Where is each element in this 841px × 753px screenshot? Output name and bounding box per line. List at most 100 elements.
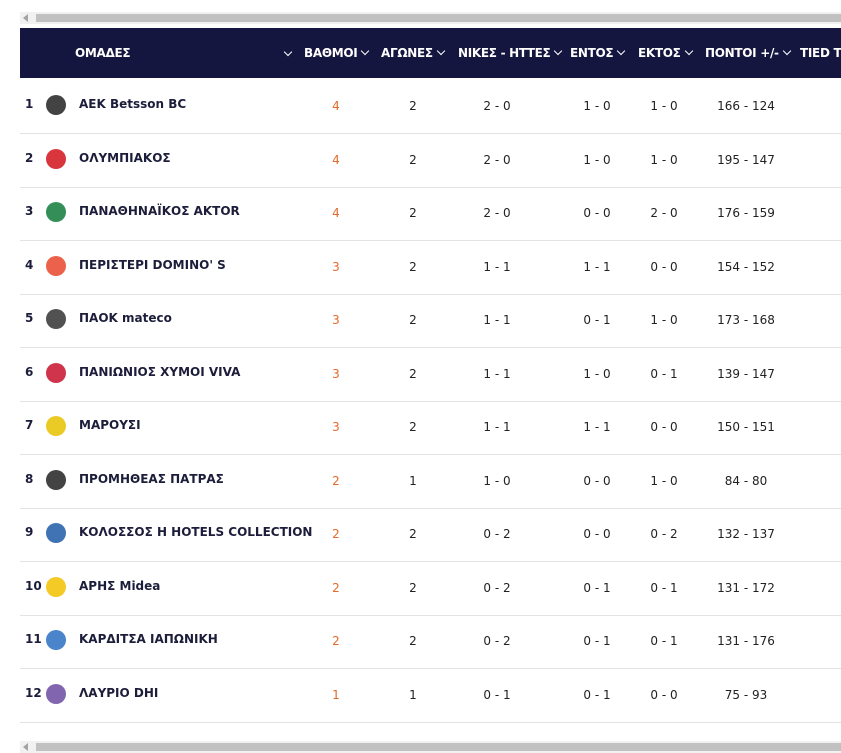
points: 2 — [332, 634, 340, 648]
stat: 1 - 1 — [483, 420, 511, 434]
stat: 0 - 2 — [650, 527, 678, 541]
table-row[interactable]: 8 ΠΡΟΜΗΘΕΑΣ ΠΑΤΡΑΣ 2 1 1 - 0 0 - 0 1 - 0 84 - 8… — [20, 455, 841, 509]
stat: 0 - 2 — [483, 527, 511, 541]
stat: 0 - 0 — [650, 259, 678, 274]
column-title: ΑΓΩΝΕΣ — [381, 46, 433, 60]
sort-icon — [361, 46, 370, 56]
team-name[interactable]: ΠΑΟΚ mateco — [79, 311, 172, 325]
table-row[interactable]: 2 ΟΛΥΜΠΙΑΚΟΣ 4 2 2 - 0 1 - 0 1 - 0 195 - 147 — [20, 134, 841, 188]
stat: 0 - 0 — [583, 473, 611, 488]
team-name[interactable]: ΠΑΝΙΩΝΙΟΣ ΧΥΜΟΙ VIVA — [79, 364, 241, 379]
table-header: ΟΜΑΔΕΣ ΒΑΘΜΟΙ ΑΓΩΝΕΣ ΝΙΚΕΣ - ΗΤΤΕΣ ΕΝΤΟΣ ΕΚΤΟ… — [20, 28, 841, 78]
stat: 2 — [409, 527, 417, 541]
column-header[interactable]: ΠΟΝΤΟΙ +/- — [705, 28, 791, 78]
team-name[interactable]: ΠΡΟΜΗΘΕΑΣ ΠΑΤΡΑΣ — [79, 471, 224, 486]
rank: 6 — [25, 364, 34, 379]
rank: 9 — [25, 525, 34, 539]
stat: 1 - 0 — [583, 99, 611, 113]
scroll-arrow[interactable] — [23, 743, 28, 751]
stat: 2 — [409, 634, 417, 648]
table-row[interactable]: 9 ΚΟΛΟΣΣΟΣ H HOTELS COLLECTION 2 2 0 - 2 0 - … — [20, 508, 841, 562]
scrollbar-top[interactable] — [20, 12, 841, 24]
team-name[interactable]: ΟΛΥΜΠΙΑΚΟΣ — [79, 150, 171, 165]
column-title: ΟΜΑΔΕΣ — [75, 46, 131, 60]
scrollbar-bottom[interactable] — [20, 741, 841, 753]
team-logo — [46, 416, 66, 436]
rank: 4 — [25, 257, 34, 272]
team-name[interactable]: ΠΕΡΙΣΤΕΡΙ DOMINO' S — [79, 257, 226, 272]
rank: 8 — [25, 471, 34, 486]
stat: 139 - 147 — [717, 366, 775, 381]
stat: 0 - 2 — [483, 580, 511, 595]
team-logo — [46, 255, 66, 276]
column-header[interactable]: ΕΝΤΟΣ — [570, 28, 626, 78]
table-row[interactable]: 6 ΠΑΝΙΩΝΙΟΣ ΧΥΜΟΙ VIVA 3 2 1 - 1 1 - 0 0 - 1 13… — [20, 348, 841, 402]
team-name[interactable]: ΠΑΝΑΘΗΝΑΪΚΟΣ AKTOR — [79, 204, 240, 218]
scroll-thumb[interactable] — [36, 743, 841, 751]
scroll-arrow[interactable] — [23, 14, 28, 22]
table-row[interactable]: 12 ΛΑΥΡΙΟ DHI 1 1 0 - 1 0 - 1 0 - 0 75 - 93 — [20, 669, 841, 723]
stat: 176 - 159 — [717, 206, 775, 220]
points: 3 — [332, 366, 340, 381]
stat: 0 - 1 — [650, 580, 678, 595]
points: 3 — [332, 313, 340, 327]
table-row[interactable]: 7 ΜΑΡΟΥΣΙ 3 2 1 - 1 1 - 1 0 - 0 150 - 151 — [20, 401, 841, 455]
rank: 2 — [25, 150, 34, 165]
stat: 1 - 1 — [583, 259, 611, 274]
stat: 0 - 0 — [583, 527, 611, 541]
stat: 2 - 0 — [483, 206, 511, 220]
sort-icon — [782, 46, 791, 56]
stat: 131 - 176 — [717, 634, 775, 648]
stat: 195 - 147 — [717, 152, 775, 167]
table-row[interactable]: 4 ΠΕΡΙΣΤΕΡΙ DOMINO' S 3 2 1 - 1 1 - 1 0 - 0 154… — [20, 241, 841, 295]
points: 2 — [332, 473, 340, 488]
table-row[interactable]: 11 ΚΑΡΔΙΤΣΑ ΙΑΠΩΝΙΚΗ 2 2 0 - 2 0 - 1 0 - 1 131 … — [20, 615, 841, 669]
table-row[interactable]: 3 ΠΑΝΑΘΗΝΑΪΚΟΣ AKTOR 4 2 2 - 0 0 - 0 2 - 0 176 … — [20, 187, 841, 241]
team-name[interactable]: ΛΑΥΡΙΟ DHI — [79, 685, 159, 700]
column-header[interactable]: ΝΙΚΕΣ - ΗΤΤΕΣ — [458, 28, 563, 78]
points: 3 — [332, 420, 340, 434]
team-name[interactable]: ΑΕΚ Betsson BC — [79, 97, 187, 111]
team-logo — [46, 469, 66, 490]
stat: 2 — [409, 206, 417, 220]
team-logo — [46, 630, 66, 650]
table-row[interactable]: 1 ΑΕΚ Betsson BC 4 2 2 - 0 1 - 0 1 - 0 166 - 12… — [20, 80, 841, 134]
stat: 173 - 168 — [717, 313, 775, 327]
stat: 0 - 1 — [483, 687, 511, 702]
sort-icon[interactable] — [283, 47, 293, 57]
rank: 10 — [25, 578, 42, 593]
points: 2 — [332, 580, 340, 595]
points: 1 — [332, 687, 340, 702]
column-header: TIED TE — [800, 28, 841, 78]
team-logo — [46, 148, 66, 169]
stat: 1 - 0 — [583, 366, 611, 381]
team-name[interactable]: ΚΟΛΟΣΣΟΣ H HOTELS COLLECTION — [79, 525, 313, 539]
team-logo — [46, 362, 66, 383]
column-header[interactable]: ΕΚΤΟΣ — [638, 28, 693, 78]
stat: 1 - 0 — [650, 152, 678, 167]
stat: 2 — [409, 259, 417, 274]
team-logo — [46, 576, 66, 597]
scroll-thumb[interactable] — [36, 14, 841, 22]
stat: 84 - 80 — [724, 473, 768, 488]
stat: 0 - 0 — [583, 206, 611, 220]
stat: 154 - 152 — [717, 259, 775, 274]
team-logo — [46, 202, 66, 222]
team-logo — [46, 523, 66, 543]
table-row[interactable]: 5 ΠΑΟΚ mateco 3 2 1 - 1 0 - 1 1 - 0 173 - 168 — [20, 294, 841, 348]
rank: 1 — [25, 97, 34, 111]
team-name[interactable]: ΑΡΗΣ Midea — [79, 578, 161, 593]
column-header[interactable]: ΑΓΩΝΕΣ — [381, 28, 446, 78]
table-row[interactable]: 10 ΑΡΗΣ Midea 2 2 0 - 2 0 - 1 0 - 1 131 - 172 — [20, 562, 841, 616]
column-header[interactable]: ΒΑΘΜΟΙ — [304, 28, 370, 78]
stat: 1 - 1 — [483, 259, 511, 274]
column-title: ΕΝΤΟΣ — [570, 46, 614, 60]
team-name[interactable]: ΜΑΡΟΥΣΙ — [79, 418, 141, 432]
stat: 1 — [409, 473, 417, 488]
column-title: TIED TE — [800, 46, 841, 60]
team-logo — [46, 683, 66, 704]
column-title: ΒΑΘΜΟΙ — [304, 46, 358, 60]
team-name[interactable]: ΚΑΡΔΙΤΣΑ ΙΑΠΩΝΙΚΗ — [79, 632, 218, 646]
column-header[interactable]: ΟΜΑΔΕΣ — [75, 28, 131, 78]
